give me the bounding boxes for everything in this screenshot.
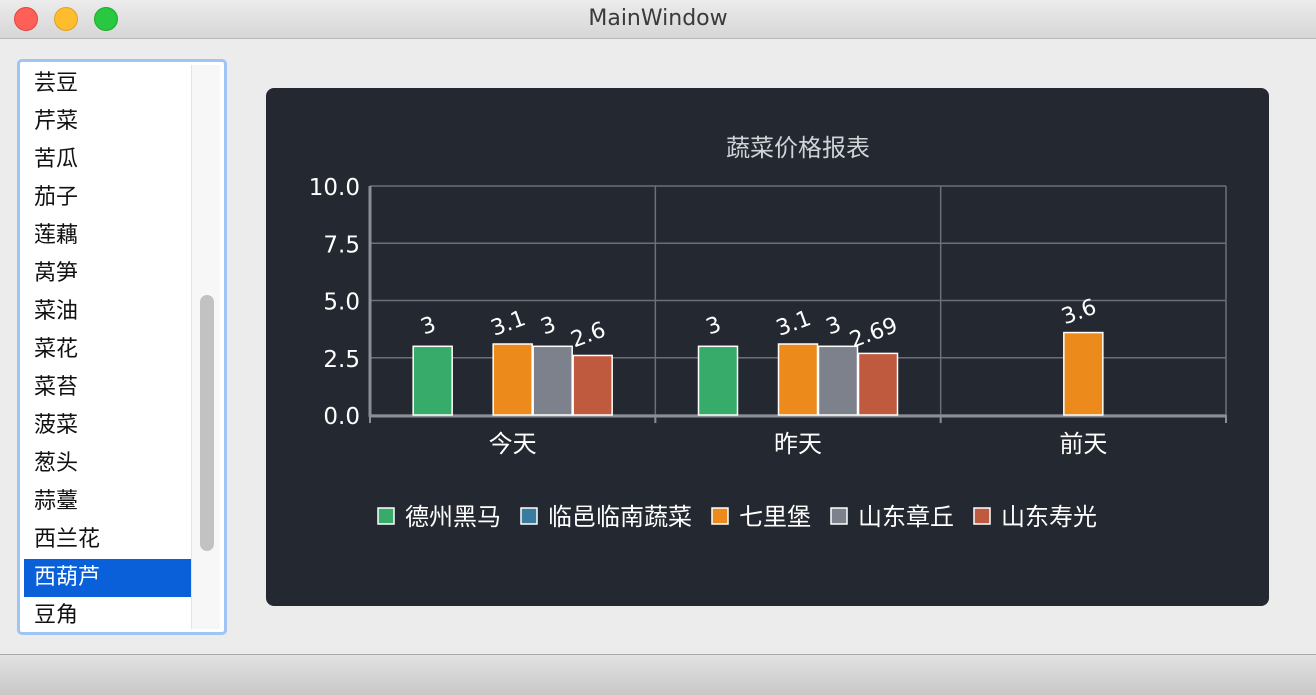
- list-item[interactable]: 葱头: [34, 451, 79, 476]
- list-item[interactable]: 芹菜: [34, 109, 79, 134]
- legend-entry[interactable]: 七里堡: [739, 503, 811, 531]
- list-item[interactable]: 莲藕: [34, 223, 79, 248]
- chart-title: 蔬菜价格报表: [726, 134, 870, 162]
- list-item[interactable]: 西葫芦: [24, 559, 192, 597]
- bar: [412, 345, 453, 416]
- bar-value-label: 3: [418, 312, 440, 340]
- bar-value-label: 3: [538, 312, 560, 340]
- bar-value-label: 3.1: [773, 306, 814, 341]
- minimize-window-button[interactable]: [54, 7, 78, 31]
- legend-entry[interactable]: 临邑临南蔬菜: [548, 503, 692, 531]
- list-item[interactable]: 茄子: [34, 185, 79, 210]
- vegetable-list-items: 芸豆芹菜苦瓜茄子莲藕莴笋菜油菜花菜苔菠菜葱头蒜薹西兰花西葫芦豆角: [24, 65, 192, 629]
- list-item[interactable]: 西兰花: [34, 527, 101, 552]
- y-tick-label: 7.5: [323, 232, 360, 258]
- legend-swatch: [830, 507, 848, 525]
- vegetable-list[interactable]: 芸豆芹菜苦瓜茄子莲藕莴笋菜油菜花菜苔菠菜葱头蒜薹西兰花西葫芦豆角: [17, 59, 227, 635]
- y-tick-label: 10.0: [309, 175, 360, 201]
- bar-value-label: 2.69: [846, 313, 901, 353]
- x-tick-label: 前天: [1059, 430, 1107, 458]
- bar: [1063, 331, 1104, 416]
- bar-value-label: 3: [823, 312, 845, 340]
- bar: [572, 354, 613, 416]
- list-item[interactable]: 莴笋: [34, 261, 79, 286]
- list-item[interactable]: 蒜薹: [34, 489, 79, 514]
- bar: [857, 352, 899, 416]
- bar: [492, 343, 533, 416]
- close-window-button[interactable]: [14, 7, 38, 31]
- list-item[interactable]: 芸豆: [34, 71, 79, 96]
- chart-panel: 蔬菜价格报表 0.0 2.5 5.0 7.5 10.0 今天 昨天 前天 3 3 3.1 3.1 3.6 3…: [266, 88, 1269, 606]
- bar: [532, 345, 573, 416]
- zoom-window-button[interactable]: [94, 7, 118, 31]
- title-bar: MainWindow: [0, 0, 1316, 39]
- y-tick-label: 5.0: [323, 290, 360, 316]
- legend-swatch: [973, 507, 991, 525]
- list-item[interactable]: 菜苔: [34, 375, 79, 400]
- bar: [817, 345, 859, 416]
- status-bar: [0, 654, 1316, 695]
- y-tick-label: 0.0: [323, 404, 360, 430]
- legend-entry[interactable]: 德州黑马: [405, 503, 501, 531]
- y-tick-label: 2.5: [323, 347, 360, 373]
- list-item[interactable]: 豆角: [34, 603, 79, 628]
- x-tick-label: 今天: [489, 430, 537, 458]
- bar-value-label: 3: [703, 312, 725, 340]
- bar-value-label: 2.6: [568, 318, 609, 353]
- bar: [777, 343, 819, 416]
- legend-swatch: [377, 507, 395, 525]
- list-item[interactable]: 苦瓜: [34, 147, 79, 172]
- list-scrollbar-thumb[interactable]: [200, 295, 214, 551]
- list-item[interactable]: 菜油: [34, 299, 79, 324]
- bar: [697, 345, 739, 416]
- window-title: MainWindow: [588, 6, 728, 31]
- list-scrollbar[interactable]: [191, 65, 220, 629]
- legend-entry[interactable]: 山东章丘: [858, 503, 954, 531]
- list-item[interactable]: 菜花: [34, 337, 79, 362]
- list-item[interactable]: 菠菜: [34, 413, 79, 438]
- legend-swatch: [520, 507, 538, 525]
- legend-entry[interactable]: 山东寿光: [1001, 503, 1097, 531]
- bar-value-label: 3.1: [488, 306, 529, 341]
- legend-swatch: [711, 507, 729, 525]
- x-tick-label: 昨天: [774, 430, 822, 458]
